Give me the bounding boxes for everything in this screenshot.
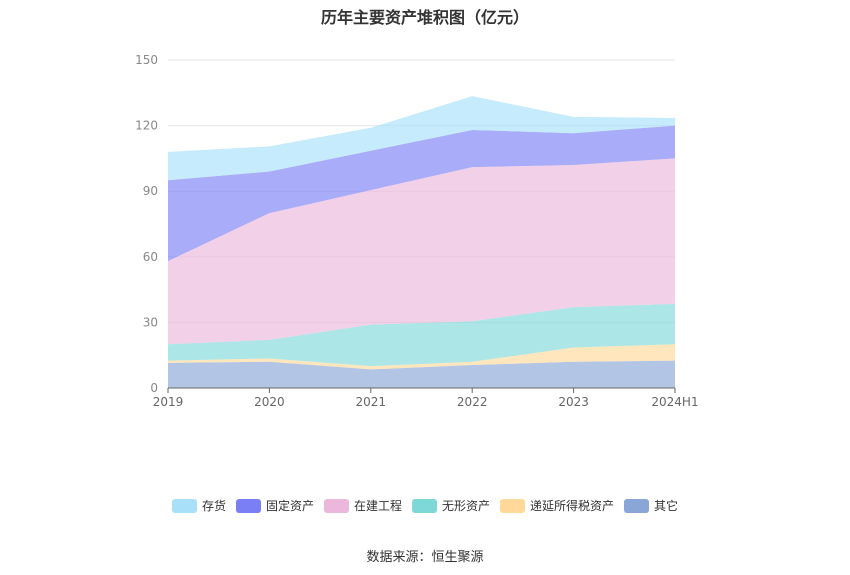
x-tick-label: 2019 <box>153 395 184 409</box>
y-tick-label: 150 <box>135 53 158 67</box>
legend-item[interactable]: 递延所得税资产 <box>500 497 614 514</box>
legend-label: 存货 <box>201 499 226 513</box>
legend-swatch <box>624 498 650 513</box>
x-tick-label: 2020 <box>254 395 285 409</box>
legend-swatch <box>171 498 197 513</box>
area-其它 <box>168 360 675 388</box>
legend: 存货 固定资产 在建工程 无形资产 递延所得税资产 其它 <box>0 497 850 514</box>
legend-item[interactable]: 其它 <box>624 497 678 514</box>
x-tick-label: 2024H1 <box>651 395 698 409</box>
chart-plot: 0 30 60 90 120 150 2019 2020 2021 2022 2023 2024H1 <box>135 53 699 409</box>
y-tick-label: 120 <box>135 119 158 133</box>
legend-item[interactable]: 在建工程 <box>323 497 402 514</box>
legend-label: 递延所得税资产 <box>530 499 615 513</box>
y-tick-label: 90 <box>143 184 158 198</box>
legend-swatch <box>235 498 261 513</box>
area-在建工程 <box>168 158 675 345</box>
legend-item[interactable]: 无形资产 <box>412 497 490 514</box>
legend-swatch <box>412 498 437 513</box>
legend-swatch <box>500 498 526 513</box>
x-tick-label: 2023 <box>558 395 589 409</box>
source-label: 数据来源：恒生聚源 <box>366 550 484 565</box>
chart-title: 历年主要资产堆积图（亿元） <box>320 8 529 27</box>
y-tick-label: 30 <box>143 315 158 329</box>
legend-label: 在建工程 <box>353 499 402 513</box>
area-无形资产 <box>168 303 675 367</box>
area-存货 <box>168 96 675 181</box>
legend-item[interactable]: 存货 <box>171 497 226 514</box>
y-tick-label: 60 <box>143 250 158 264</box>
legend-swatch <box>323 498 349 513</box>
legend-label: 无形资产 <box>442 499 491 513</box>
legend-label: 其它 <box>654 499 679 513</box>
y-tick-label: 0 <box>150 381 158 395</box>
legend-item[interactable]: 固定资产 <box>235 497 314 514</box>
x-tick-label: 2022 <box>457 395 488 409</box>
legend-label: 固定资产 <box>265 499 314 513</box>
area-递延所得税资产 <box>168 344 675 370</box>
x-tick-label: 2021 <box>356 395 387 409</box>
area-固定资产 <box>168 125 675 262</box>
